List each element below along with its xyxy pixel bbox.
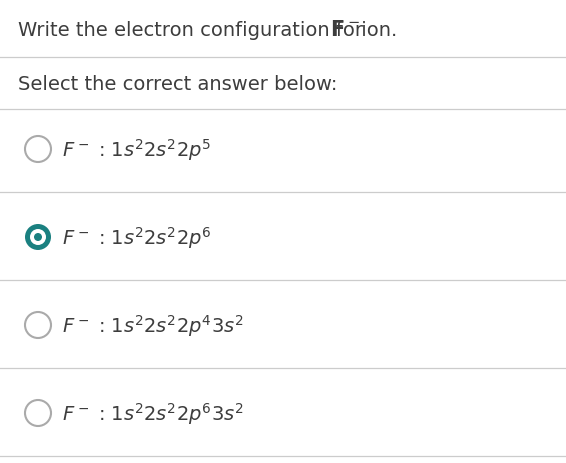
Text: $\mathbf{F}^-$: $\mathbf{F}^-$	[330, 20, 360, 40]
Text: Select the correct answer below:: Select the correct answer below:	[18, 75, 337, 94]
Text: $\mathit{F}^-$ : $1s^22s^22p^6$: $\mathit{F}^-$ : $1s^22s^22p^6$	[62, 225, 212, 250]
Text: $\mathit{F}^-$ : $1s^22s^22p^5$: $\mathit{F}^-$ : $1s^22s^22p^5$	[62, 137, 211, 163]
Text: ion.: ion.	[355, 20, 397, 39]
Text: $\mathit{F}^-$ : $1s^22s^22p^63s^2$: $\mathit{F}^-$ : $1s^22s^22p^63s^2$	[62, 400, 244, 426]
Circle shape	[30, 230, 46, 245]
Text: $\mathit{F}^-$ : $1s^22s^22p^43s^2$: $\mathit{F}^-$ : $1s^22s^22p^43s^2$	[62, 313, 244, 338]
Circle shape	[25, 400, 51, 426]
Text: Write the electron configuration for: Write the electron configuration for	[18, 20, 369, 39]
Circle shape	[34, 233, 42, 242]
Circle shape	[25, 137, 51, 163]
Circle shape	[25, 313, 51, 338]
Circle shape	[25, 225, 51, 250]
